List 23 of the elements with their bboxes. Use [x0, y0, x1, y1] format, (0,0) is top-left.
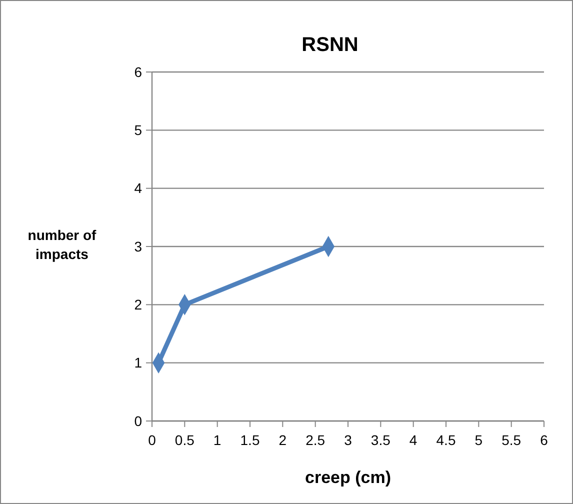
x-tick-label: 3 — [344, 432, 352, 448]
x-tick-label: 3.5 — [370, 432, 391, 448]
x-axis-title: creep (cm) — [305, 468, 391, 487]
y-tick-label: 0 — [134, 412, 142, 429]
x-tick-label: 0 — [148, 432, 156, 448]
y-tick-label: 6 — [134, 64, 142, 80]
y-tick-label: 5 — [134, 122, 142, 138]
x-tick-label: 1 — [213, 432, 222, 448]
y-tick-label: 3 — [134, 238, 142, 254]
y-axis-title: number of impacts — [28, 227, 97, 262]
x-tick-label: 6 — [540, 432, 548, 448]
y-tick-label: 1 — [134, 354, 142, 371]
chart-title: RSNN — [302, 34, 358, 56]
x-tick-label: 4 — [409, 432, 418, 448]
x-tick-label: 5.5 — [502, 432, 522, 448]
x-tick-label: 5 — [474, 432, 483, 448]
y-tick-label: 4 — [134, 180, 142, 196]
x-tick-label: 1.5 — [240, 432, 260, 448]
x-tick-label: 2 — [278, 432, 287, 448]
y-tick-label: 2 — [134, 296, 142, 313]
x-tick-label: 2.5 — [306, 432, 326, 448]
x-tick-label: 4.5 — [436, 432, 456, 448]
x-tick-label: 0.5 — [174, 432, 195, 448]
